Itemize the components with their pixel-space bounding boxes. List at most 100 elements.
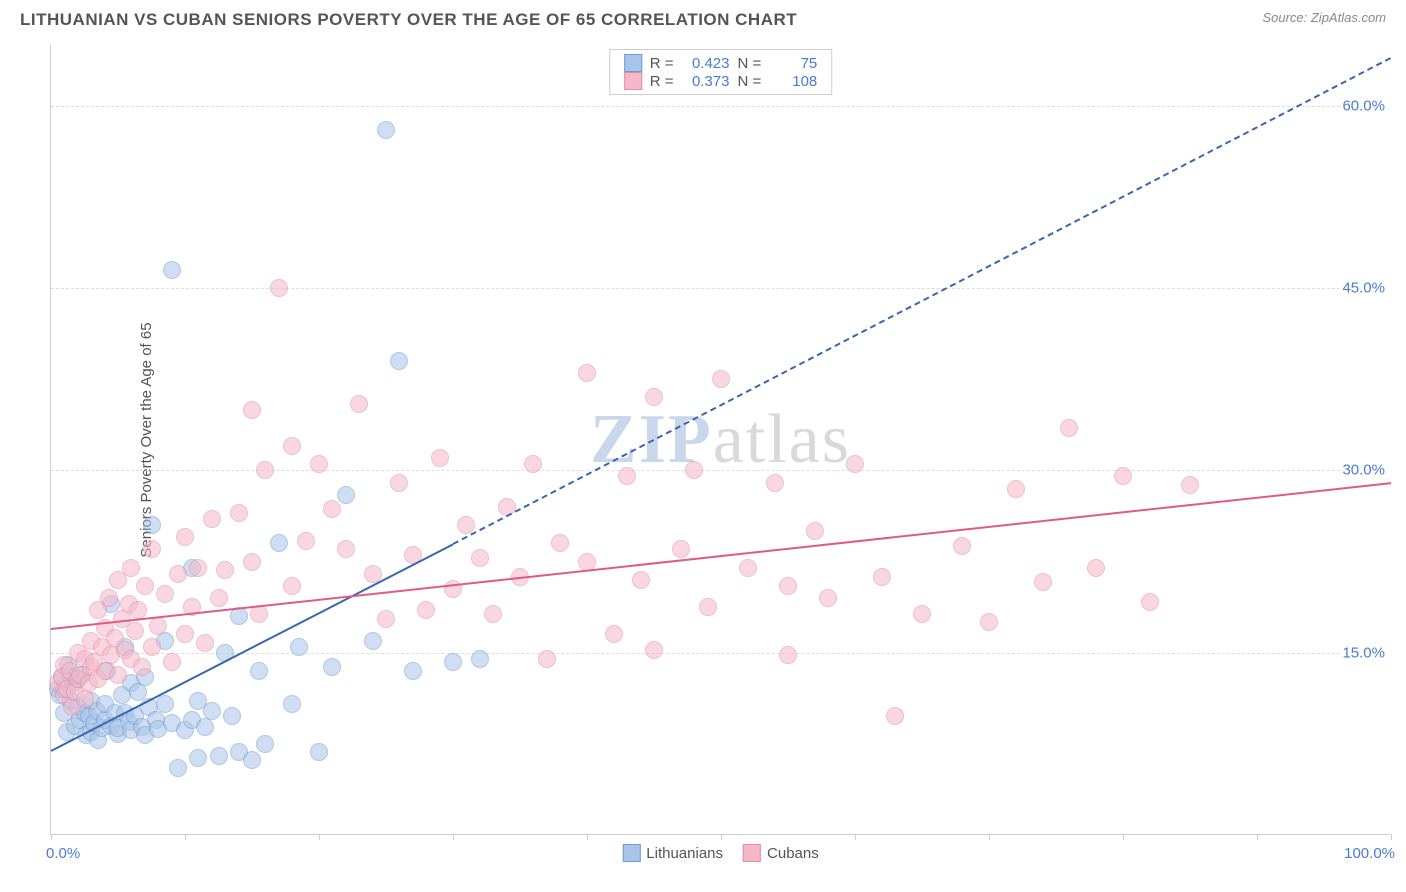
x-tick	[989, 834, 990, 840]
data-point-cubans	[122, 559, 140, 577]
data-point-cubans	[699, 598, 717, 616]
x-tick	[855, 834, 856, 840]
legend-n-value-0: 75	[769, 55, 817, 72]
data-point-cubans	[1087, 559, 1105, 577]
data-point-lithuanians	[163, 261, 181, 279]
data-point-cubans	[913, 605, 931, 623]
data-point-lithuanians	[364, 632, 382, 650]
data-point-cubans	[126, 622, 144, 640]
gridline	[51, 653, 1390, 654]
data-point-cubans	[163, 653, 181, 671]
legend-item-lithuanians: Lithuanians	[622, 844, 723, 862]
legend-row-lithuanians: R = 0.423 N = 75	[624, 54, 818, 72]
chart-header: LITHUANIAN VS CUBAN SENIORS POVERTY OVER…	[0, 0, 1406, 30]
data-point-cubans	[310, 455, 328, 473]
legend-series: Lithuanians Cubans	[622, 844, 818, 862]
data-point-cubans	[980, 613, 998, 631]
data-point-cubans	[578, 553, 596, 571]
data-point-lithuanians	[203, 702, 221, 720]
data-point-cubans	[431, 449, 449, 467]
swatch-cubans	[624, 72, 642, 90]
data-point-cubans	[143, 638, 161, 656]
data-point-cubans	[149, 617, 167, 635]
data-point-cubans	[243, 553, 261, 571]
data-point-cubans	[618, 467, 636, 485]
data-point-cubans	[109, 666, 127, 684]
data-point-lithuanians	[270, 534, 288, 552]
data-point-cubans	[196, 634, 214, 652]
data-point-lithuanians	[377, 121, 395, 139]
data-point-cubans	[578, 364, 596, 382]
data-point-cubans	[1141, 593, 1159, 611]
data-point-cubans	[712, 370, 730, 388]
swatch-cubans-icon	[743, 844, 761, 862]
data-point-cubans	[1181, 476, 1199, 494]
data-point-cubans	[484, 605, 502, 623]
data-point-cubans	[672, 540, 690, 558]
data-point-lithuanians	[169, 759, 187, 777]
data-point-cubans	[538, 650, 556, 668]
data-point-lithuanians	[404, 662, 422, 680]
data-point-cubans	[323, 500, 341, 518]
data-point-cubans	[176, 528, 194, 546]
data-point-cubans	[605, 625, 623, 643]
data-point-lithuanians	[310, 743, 328, 761]
data-point-cubans	[806, 522, 824, 540]
data-point-cubans	[779, 646, 797, 664]
legend-r-value-0: 0.423	[682, 55, 730, 72]
gridline	[51, 106, 1390, 107]
legend-r-value-1: 0.373	[682, 73, 730, 90]
x-tick	[587, 834, 588, 840]
legend-r-label: R =	[650, 73, 674, 90]
data-point-cubans	[283, 577, 301, 595]
data-point-cubans	[136, 577, 154, 595]
data-point-cubans	[766, 474, 784, 492]
data-point-cubans	[739, 559, 757, 577]
data-point-cubans	[169, 565, 187, 583]
legend-n-label: N =	[738, 73, 762, 90]
legend-r-label: R =	[650, 55, 674, 72]
data-point-cubans	[551, 534, 569, 552]
legend-correlation: R = 0.423 N = 75 R = 0.373 N = 108	[609, 49, 833, 95]
gridline	[51, 470, 1390, 471]
data-point-cubans	[133, 658, 151, 676]
data-point-cubans	[886, 707, 904, 725]
x-tick	[51, 834, 52, 840]
data-point-cubans	[846, 455, 864, 473]
data-point-cubans	[129, 601, 147, 619]
data-point-cubans	[645, 388, 663, 406]
x-tick	[721, 834, 722, 840]
scatter-chart: Seniors Poverty Over the Age of 65 R = 0…	[50, 45, 1390, 835]
source-label: Source: ZipAtlas.com	[1262, 10, 1386, 25]
legend-row-cubans: R = 0.373 N = 108	[624, 72, 818, 90]
x-axis-min-label: 0.0%	[46, 845, 80, 862]
data-point-cubans	[337, 540, 355, 558]
data-point-cubans	[953, 537, 971, 555]
data-point-lithuanians	[210, 747, 228, 765]
data-point-cubans	[390, 474, 408, 492]
data-point-lithuanians	[256, 735, 274, 753]
x-tick	[185, 834, 186, 840]
y-tick-label: 60.0%	[1342, 97, 1395, 114]
data-point-lithuanians	[337, 486, 355, 504]
chart-title: LITHUANIAN VS CUBAN SENIORS POVERTY OVER…	[20, 10, 797, 30]
x-tick	[319, 834, 320, 840]
data-point-lithuanians	[223, 707, 241, 725]
data-point-cubans	[256, 461, 274, 479]
data-point-cubans	[632, 571, 650, 589]
data-point-lithuanians	[444, 653, 462, 671]
data-point-cubans	[216, 561, 234, 579]
swatch-lithuanians-icon	[622, 844, 640, 862]
data-point-cubans	[685, 461, 703, 479]
swatch-lithuanians	[624, 54, 642, 72]
data-point-cubans	[230, 504, 248, 522]
legend-label-1: Cubans	[767, 845, 819, 862]
data-point-cubans	[1114, 467, 1132, 485]
data-point-cubans	[283, 437, 301, 455]
data-point-cubans	[524, 455, 542, 473]
data-point-cubans	[297, 532, 315, 550]
data-point-cubans	[143, 540, 161, 558]
legend-item-cubans: Cubans	[743, 844, 819, 862]
data-point-lithuanians	[156, 695, 174, 713]
legend-label-0: Lithuanians	[646, 845, 723, 862]
